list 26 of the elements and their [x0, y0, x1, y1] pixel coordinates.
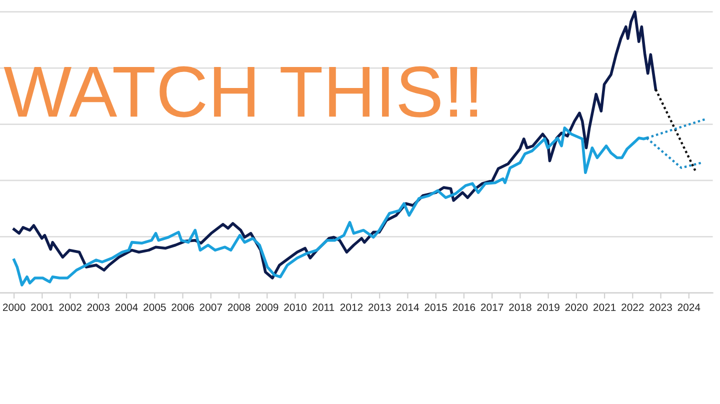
- x-tick-label: 2004: [115, 304, 138, 311]
- x-tick-label: 2020: [565, 304, 588, 311]
- x-tick-label: 2005: [144, 304, 166, 311]
- x-tick-label: 2000: [3, 304, 26, 311]
- x-tick-label: 2010: [284, 304, 306, 311]
- x-tick-label: 2001: [31, 304, 54, 311]
- annotation: WATCH THIS!!: [4, 66, 478, 118]
- x-tick-label: 2008: [228, 304, 250, 311]
- x-tick-label: 2016: [452, 304, 476, 311]
- x-tick-label: 2021: [593, 304, 616, 311]
- x-tick-label: 2007: [200, 304, 222, 311]
- x-tick-label: 2022: [622, 304, 644, 311]
- x-tick-label: 2012: [340, 304, 363, 311]
- x-tick-label: 2023: [650, 304, 672, 311]
- x-tick-label: 2024: [678, 304, 700, 311]
- x-tick-label: 2013: [368, 304, 391, 311]
- x-tick-label: 2018: [509, 304, 532, 311]
- x-tick-label: 2014: [396, 304, 419, 311]
- x-tick-label: 2015: [424, 304, 447, 311]
- x-tick-label: 2003: [87, 304, 110, 311]
- x-tick-label: 2011: [312, 304, 334, 311]
- x-tick-label: 2017: [481, 304, 504, 311]
- x-tick-label: 2019: [537, 304, 560, 311]
- x-tick-label: 2009: [256, 304, 278, 311]
- x-tick-label: 2002: [59, 304, 82, 311]
- x-tick-label: 2006: [172, 304, 194, 311]
